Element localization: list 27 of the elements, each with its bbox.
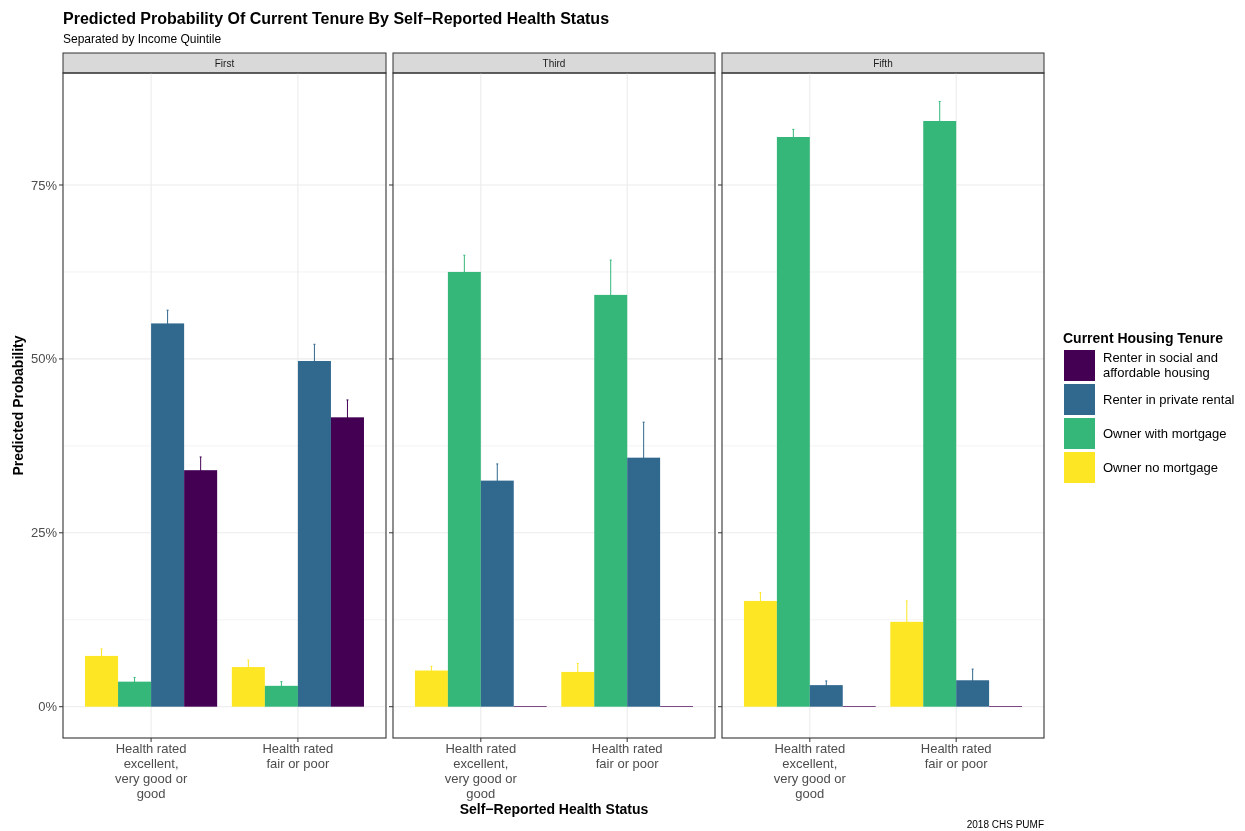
legend-title: Current Housing Tenure bbox=[1063, 330, 1224, 346]
bar bbox=[809, 685, 843, 707]
y-axis-title: Predicted Probability bbox=[10, 335, 26, 476]
legend-label: Owner no mortgage bbox=[1103, 460, 1218, 475]
text: 2018 CHS PUMF bbox=[966, 819, 1044, 830]
bar bbox=[118, 681, 152, 707]
chart-title: Predicted Probability Of Current Tenure By Self−Reported Health Status bbox=[63, 10, 610, 27]
x-tick-label: Health rated fair or poor bbox=[591, 741, 663, 771]
x-tick-label: Health rated excellent, very good or good bbox=[773, 741, 847, 801]
legend-label: Renter in social and affordable housing bbox=[1103, 350, 1218, 380]
text: First bbox=[214, 58, 235, 69]
x-tick-label: Health rated fair or poor bbox=[920, 741, 992, 771]
chart-subtitle: Separated by Income Quintile bbox=[63, 32, 222, 46]
y-tick-label: 25% bbox=[30, 525, 58, 541]
y-tick-label: 75% bbox=[30, 177, 58, 193]
bar bbox=[414, 670, 448, 707]
text: Third bbox=[542, 58, 566, 69]
x-tick-label: Health rated excellent, very good or good bbox=[444, 741, 518, 801]
y-tick-label: 50% bbox=[30, 351, 58, 367]
x-axis-title: Self−Reported Health Status bbox=[459, 801, 649, 817]
text: Fifth bbox=[873, 58, 893, 69]
legend-label: Owner with mortgage bbox=[1103, 426, 1227, 441]
x-tick-label: Health rated excellent, very good or good bbox=[114, 741, 188, 801]
x-tick-label: Health rated fair or poor bbox=[262, 741, 334, 771]
bar bbox=[264, 685, 298, 707]
legend-label: Renter in private rental bbox=[1103, 392, 1235, 407]
y-tick-label: 0% bbox=[38, 699, 58, 715]
